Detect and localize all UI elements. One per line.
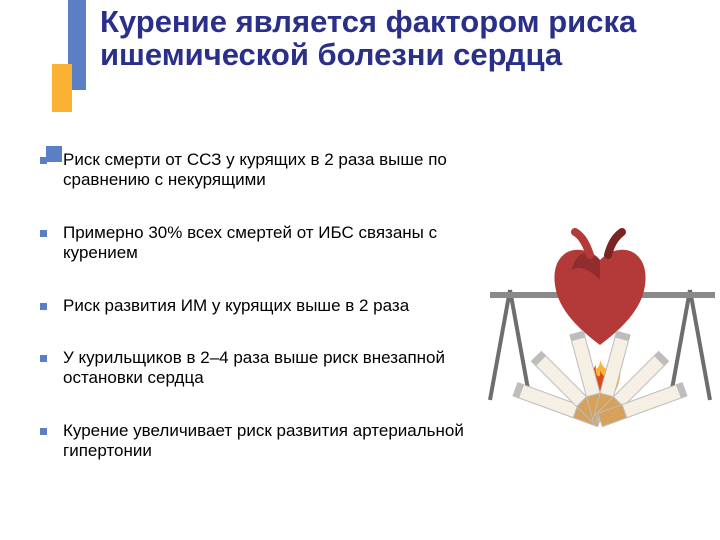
list-item: У курильщиков в 2–4 раза выше риск внеза… bbox=[40, 348, 480, 389]
bullet-text: Примерно 30% всех смертей от ИБС связаны… bbox=[63, 223, 480, 264]
bullet-square-icon bbox=[40, 157, 47, 164]
bullet-square-icon bbox=[40, 303, 47, 310]
list-item: Примерно 30% всех смертей от ИБС связаны… bbox=[40, 223, 480, 264]
bullet-text: Риск смерти от ССЗ у курящих в 2 раза вы… bbox=[63, 150, 480, 191]
bullet-text: Риск развития ИМ у курящих выше в 2 раза bbox=[63, 296, 409, 316]
heart-campfire-illustration bbox=[480, 200, 720, 480]
list-item: Курение увеличивает риск развития артери… bbox=[40, 421, 480, 462]
list-item: Риск развития ИМ у курящих выше в 2 раза bbox=[40, 296, 480, 316]
bullet-square-icon bbox=[40, 428, 47, 435]
decor-orange-block bbox=[52, 64, 72, 112]
slide-title: Курение является фактором риска ишемичес… bbox=[100, 6, 660, 71]
bullet-text: Курение увеличивает риск развития артери… bbox=[63, 421, 480, 462]
bullet-text: У курильщиков в 2–4 раза выше риск внеза… bbox=[63, 348, 480, 389]
list-item: Риск смерти от ССЗ у курящих в 2 раза вы… bbox=[40, 150, 480, 191]
bullet-square-icon bbox=[40, 230, 47, 237]
bullet-square-icon bbox=[40, 355, 47, 362]
bullet-list: Риск смерти от ССЗ у курящих в 2 раза вы… bbox=[40, 150, 480, 494]
